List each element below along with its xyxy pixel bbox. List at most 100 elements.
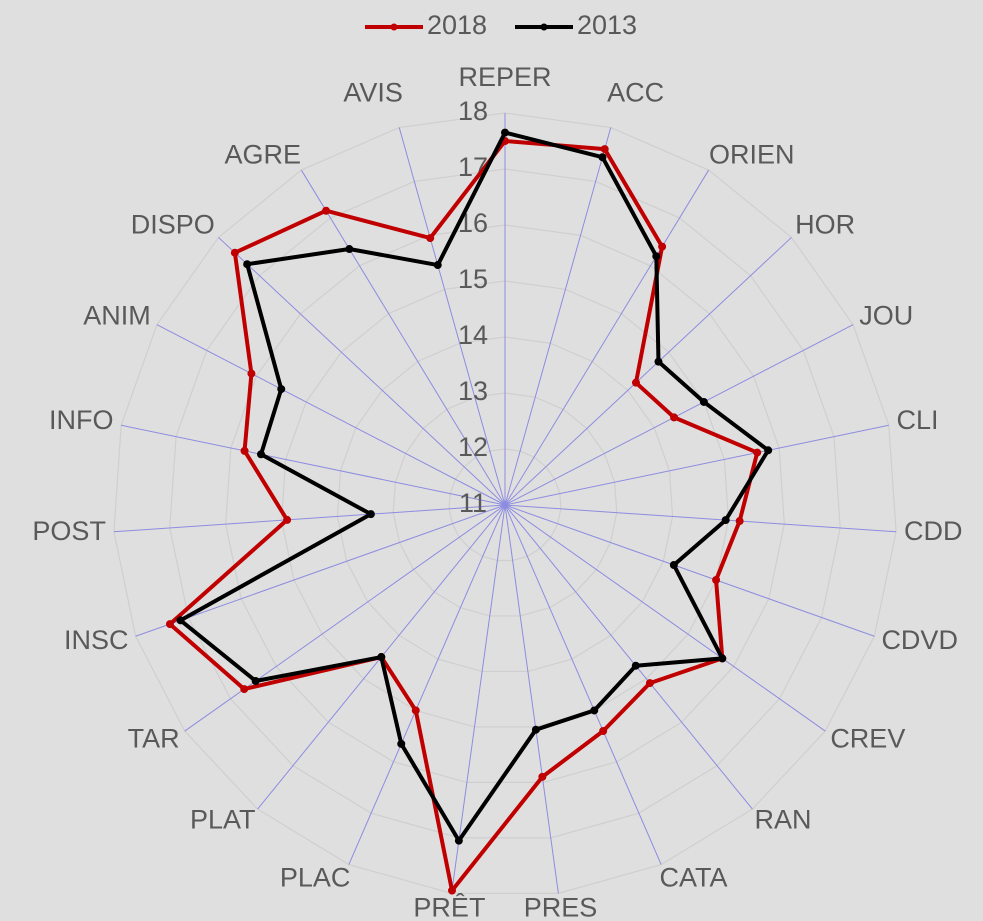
series-line [178,130,771,843]
legend-marker [390,23,398,31]
point [247,369,256,378]
point [345,245,354,254]
point [699,397,708,406]
point [448,886,457,895]
category-label: CLI [896,405,938,435]
category-label: PRES [524,892,598,921]
point [433,261,442,270]
spoke [504,504,875,637]
point [538,772,547,781]
legend-label: 2018 [427,10,487,40]
point [735,517,744,526]
category-label: PLAT [190,805,256,835]
category-label: PLAC [280,862,351,892]
spoke [504,504,753,810]
spoke [504,127,612,506]
point [243,260,252,269]
grid-ring [280,280,730,728]
category-label: CREV [830,723,905,753]
point [531,725,540,734]
point [599,727,608,736]
point [631,661,640,670]
spoke [504,504,559,894]
category-label: INFO [49,405,114,435]
spoke [121,424,506,506]
point [240,685,249,694]
category-label: INSC [64,625,129,655]
point [764,446,773,455]
category-label: AGRE [224,140,301,170]
point [600,145,609,154]
category-label: CATA [660,862,728,892]
category-label: CDVD [881,625,958,655]
point [670,413,679,422]
category-label: ANIM [83,300,151,330]
point [230,248,239,257]
spoke [398,127,506,506]
point [631,378,640,387]
point [283,515,292,524]
point [366,510,375,519]
category-label: DISPO [131,210,215,240]
point [240,446,249,455]
category-label: TAR [128,723,180,753]
point [411,706,420,715]
point [501,128,509,137]
point [753,448,762,457]
point [645,679,654,688]
grid-ring [225,224,785,783]
grid-ring [169,168,841,839]
category-label: AVIS [343,77,403,107]
point [721,516,730,525]
series-line [167,139,760,893]
point [652,252,661,261]
spoke [184,504,506,732]
point [454,836,463,845]
spoke [504,324,854,506]
spoke [451,504,506,894]
category-label: POST [32,516,106,546]
point [176,616,185,625]
point [654,357,663,366]
spoke [504,504,826,732]
category-label: JOU [859,300,913,330]
r-tick-label: 15 [458,264,488,294]
category-label: PRÊT [413,891,485,921]
point [397,739,406,748]
point [426,234,435,243]
point [669,561,678,570]
grid-ring [336,336,674,673]
spoke [113,504,506,533]
spoke [156,324,506,506]
point [322,206,331,215]
category-label: REPER [458,62,551,92]
spoke [504,424,889,506]
grid-ring [113,112,897,894]
r-tick-label: 18 [458,96,488,126]
grid-ring [392,392,618,617]
spoke [504,237,792,506]
spoke [504,169,710,506]
point [658,242,667,251]
spoke [300,169,506,506]
spoke [348,504,506,865]
spoke [504,504,897,533]
legend-marker [540,23,548,31]
point [165,620,174,629]
point [277,385,286,394]
point [590,706,599,715]
point [377,653,386,662]
point [718,654,727,663]
category-label: CDD [904,516,963,546]
point [251,677,260,686]
spoke [135,504,506,637]
point [598,153,607,162]
r-tick-label: 14 [458,320,488,350]
r-tick-label: 13 [458,376,488,406]
r-tick-label: 11 [459,488,487,518]
r-tick-label: 12 [458,432,488,462]
category-label: RAN [754,805,811,835]
category-label: ACC [607,77,664,107]
point [712,576,721,585]
